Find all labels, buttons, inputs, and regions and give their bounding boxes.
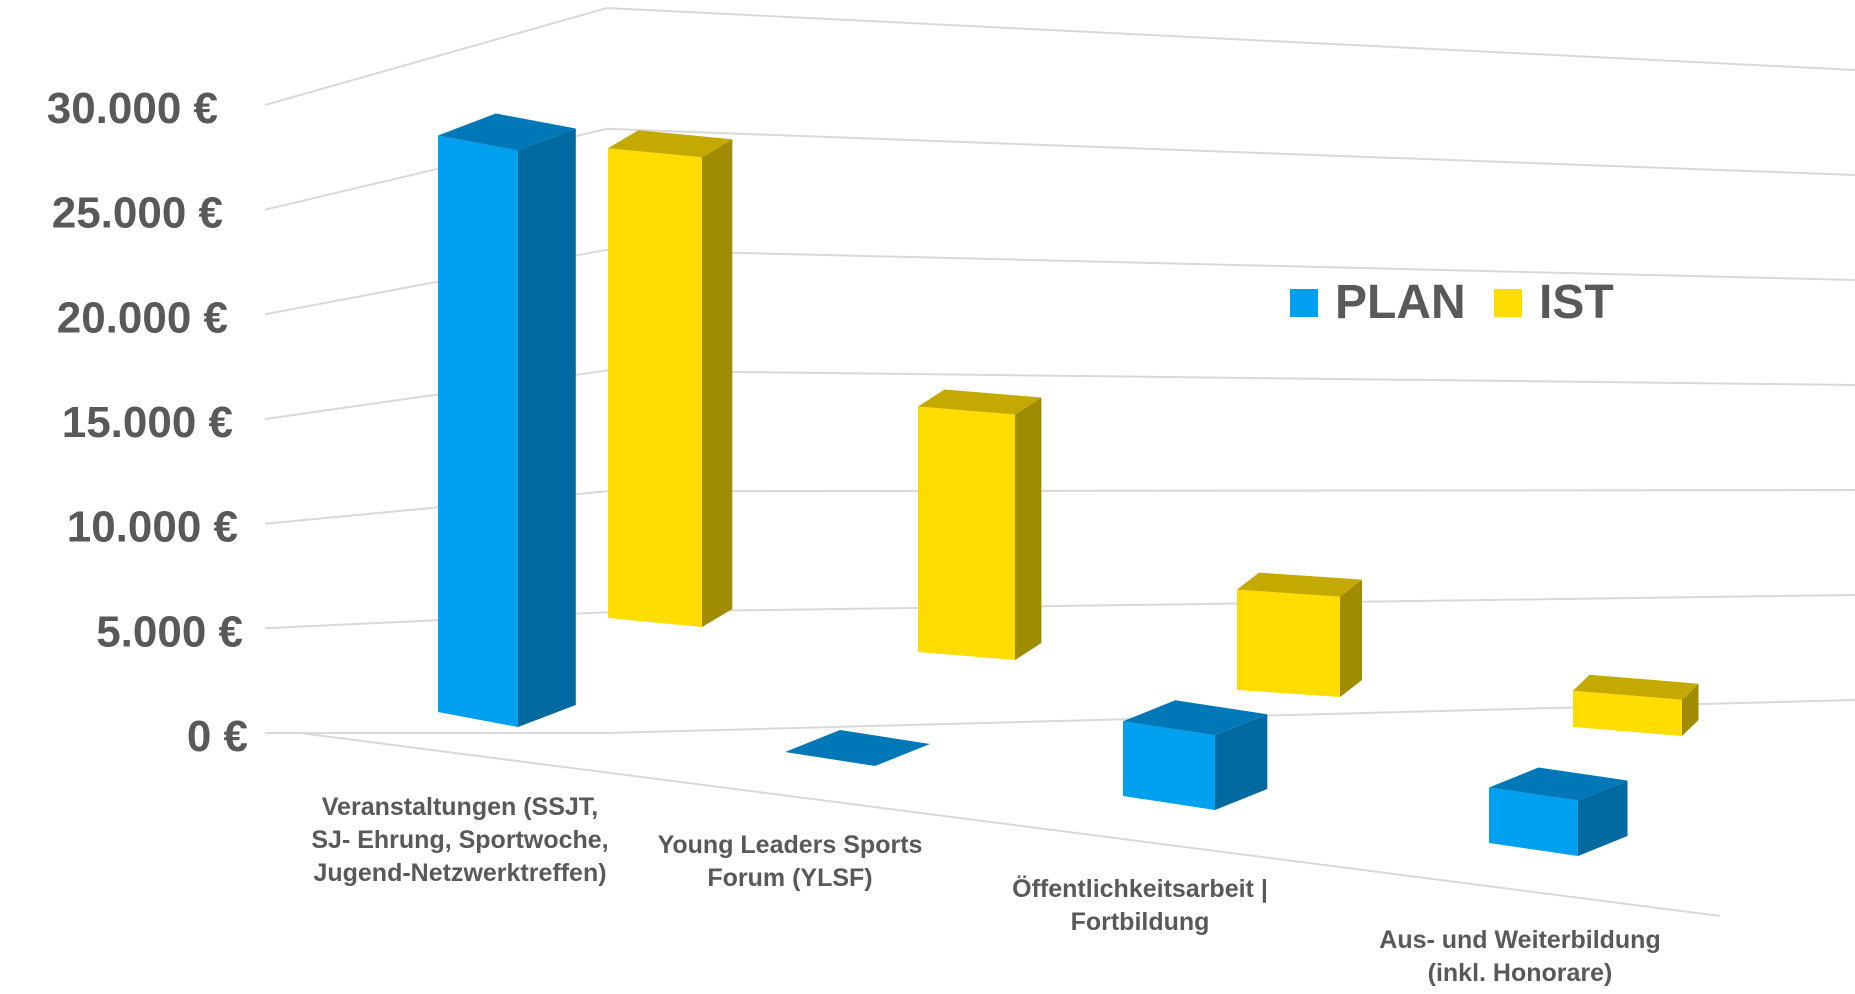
y-tick-label: 5.000 € [96,607,243,656]
legend-swatch [1290,289,1318,317]
legend-label: PLAN [1335,276,1466,329]
gridline [264,489,1855,525]
y-tick-label: 30.000 € [47,84,218,133]
category-label: Aus- und Weiterbildung (inkl. Honorare) [1379,926,1660,987]
gridline [264,369,1855,420]
category-labels: Veranstaltungen (SSJT, SJ- Ehrung, Sportw… [311,793,1660,987]
bars [438,113,1699,856]
bar-ist [1237,572,1362,697]
y-tick-label: 25.000 € [52,189,223,238]
bar-plan [1489,767,1628,856]
gridline [264,594,1855,630]
y-tick-label: 0 € [187,712,248,761]
gridline [265,699,1855,734]
bar-plan [1123,700,1268,810]
gridline [264,6,1855,106]
gridlines [264,6,1855,917]
category-label: Young Leaders Sports Forum (YLSF) [658,831,923,892]
y-axis-tick-labels: 0 € 5.000 € 10.000 € 15.000 € 20.000 € 25.000… [47,84,248,761]
legend-label: IST [1539,276,1614,329]
category-label: Veranstaltungen (SSJT, SJ- Ehrung, Sportw… [311,793,608,887]
legend-swatch [1494,289,1522,317]
gridline [264,127,1855,211]
bar-plan [785,730,930,766]
bar-plan [438,113,576,727]
category-label: Öffentlichkeitsarbeit | Fortbildung [1012,874,1268,936]
gridline [264,248,1855,316]
y-tick-label: 20.000 € [57,293,228,342]
bar-ist [1573,674,1699,736]
bar-ist [918,389,1042,660]
floor-front-edge [299,732,1721,917]
y-tick-label: 15.000 € [62,398,233,447]
legend: PLAN IST [1290,276,1614,329]
bar-ist [608,130,733,628]
y-tick-label: 10.000 € [67,503,238,552]
